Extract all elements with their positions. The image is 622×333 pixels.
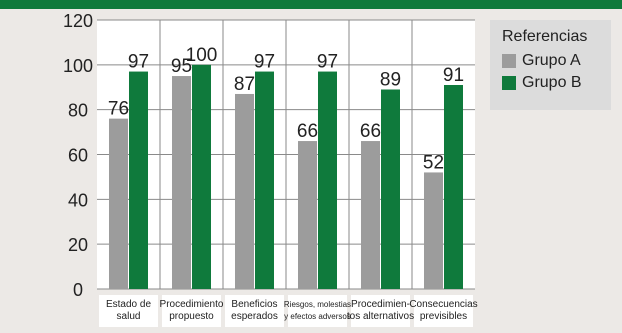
bar-grupo-b-4 xyxy=(381,89,400,289)
y-tick-label-60: 60 xyxy=(68,146,88,166)
bar-grupo-a-0 xyxy=(109,118,128,289)
x-tick-label-5-0: Consecuencias xyxy=(409,299,477,310)
x-tick-label-1-0: Procedimiento xyxy=(160,299,224,310)
legend-label-grupo-a: Grupo A xyxy=(522,52,581,69)
x-tick-label-1-1: propuesto xyxy=(169,311,214,322)
legend-item-grupo-b: Grupo B xyxy=(502,74,611,92)
category-label-box-5 xyxy=(414,295,473,327)
bar-grupo-b-5 xyxy=(444,85,463,289)
bar-grupo-b-1 xyxy=(192,64,211,289)
data-label-grupo-a-2: 87 xyxy=(234,74,255,95)
y-tick-label-40: 40 xyxy=(68,190,88,210)
data-label-grupo-a-3: 66 xyxy=(297,121,318,142)
data-label-grupo-b-5: 91 xyxy=(443,65,464,86)
data-label-grupo-a-5: 52 xyxy=(423,152,444,173)
x-tick-label-4-1: tos alternativos xyxy=(347,311,414,322)
data-label-grupo-a-1: 95 xyxy=(171,56,192,77)
x-tick-label-5-1: previsibles xyxy=(420,311,467,322)
y-tick-label-0: 0 xyxy=(73,280,83,300)
category-label-box-1 xyxy=(162,295,221,327)
y-tick-label-20: 20 xyxy=(68,235,88,255)
bar-grupo-a-4 xyxy=(361,141,380,289)
bar-grupo-a-1 xyxy=(172,76,191,290)
bar-grupo-b-0 xyxy=(129,71,148,289)
header-bar xyxy=(0,0,622,9)
x-tick-label-4-0: Procedimien- xyxy=(351,299,410,310)
legend-label-grupo-b: Grupo B xyxy=(522,74,582,91)
x-tick-label-2-1: esperados xyxy=(231,311,278,322)
data-label-grupo-b-2: 97 xyxy=(254,52,275,73)
data-label-grupo-b-0: 97 xyxy=(128,52,149,73)
data-label-grupo-a-0: 76 xyxy=(108,99,129,120)
data-label-grupo-a-4: 66 xyxy=(360,121,381,142)
bar-grupo-b-3 xyxy=(318,71,337,289)
x-tick-label-2-0: Beneficios xyxy=(231,299,277,310)
category-label-box-2 xyxy=(225,295,284,327)
y-tick-label-80: 80 xyxy=(68,101,88,121)
category-label-box-4 xyxy=(351,295,410,327)
bar-grupo-a-5 xyxy=(424,172,443,289)
legend-swatch-grupo-b xyxy=(502,76,516,90)
data-label-grupo-b-4: 89 xyxy=(380,69,401,90)
y-tick-label-120: 120 xyxy=(63,11,93,31)
data-label-grupo-b-1: 100 xyxy=(186,45,218,66)
data-label-grupo-b-3: 97 xyxy=(317,52,338,73)
x-tick-label-3-0: Riesgos, molestias xyxy=(284,300,351,309)
bar-grupo-b-2 xyxy=(255,71,274,289)
x-tick-label-0-1: salud xyxy=(117,311,141,322)
x-tick-label-0-0: Estado de xyxy=(106,299,151,310)
legend-item-grupo-a: Grupo A xyxy=(502,52,611,70)
category-label-box-0 xyxy=(99,295,158,327)
bar-grupo-a-3 xyxy=(298,141,317,289)
legend-title: Referencias xyxy=(502,28,588,45)
bar-grupo-a-2 xyxy=(235,93,254,289)
category-label-box-3 xyxy=(288,295,347,327)
y-tick-label-100: 100 xyxy=(63,56,93,76)
legend-swatch-grupo-a xyxy=(502,54,516,68)
x-tick-label-3-1: y efectos adversos xyxy=(284,312,351,321)
legend: Referencias Grupo A Grupo B xyxy=(490,20,611,110)
